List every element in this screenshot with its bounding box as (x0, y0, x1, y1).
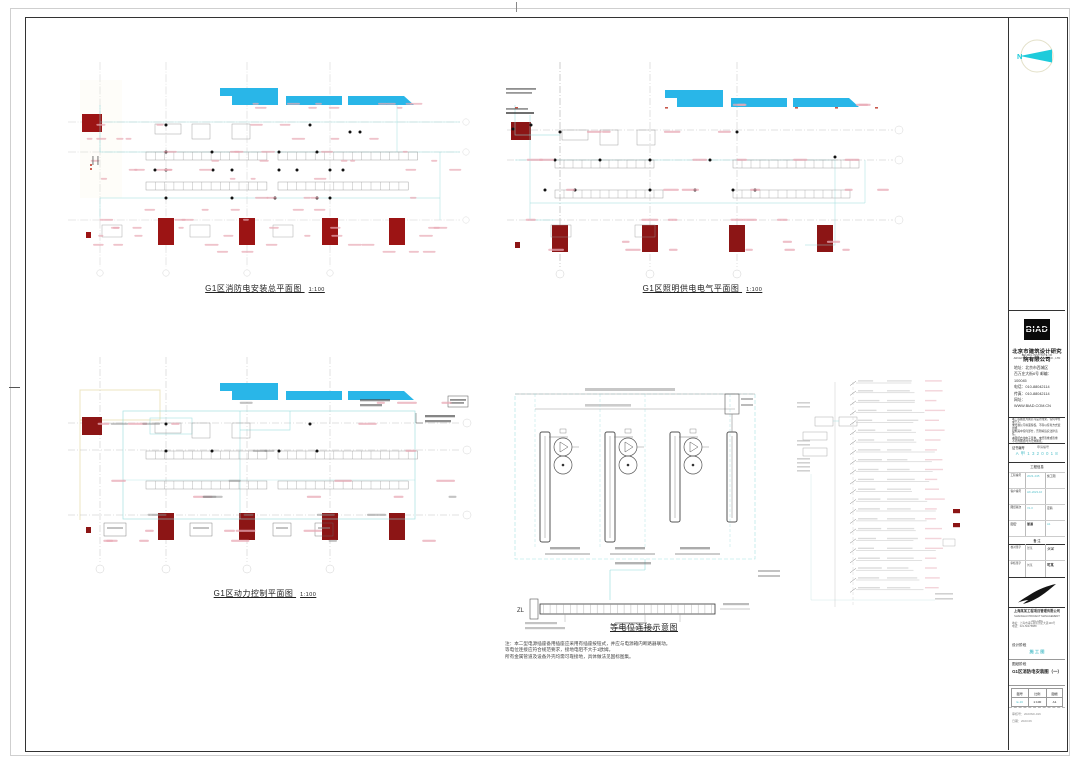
svg-text:N: N (1017, 52, 1022, 61)
svg-text:ZL: ZL (517, 608, 525, 614)
